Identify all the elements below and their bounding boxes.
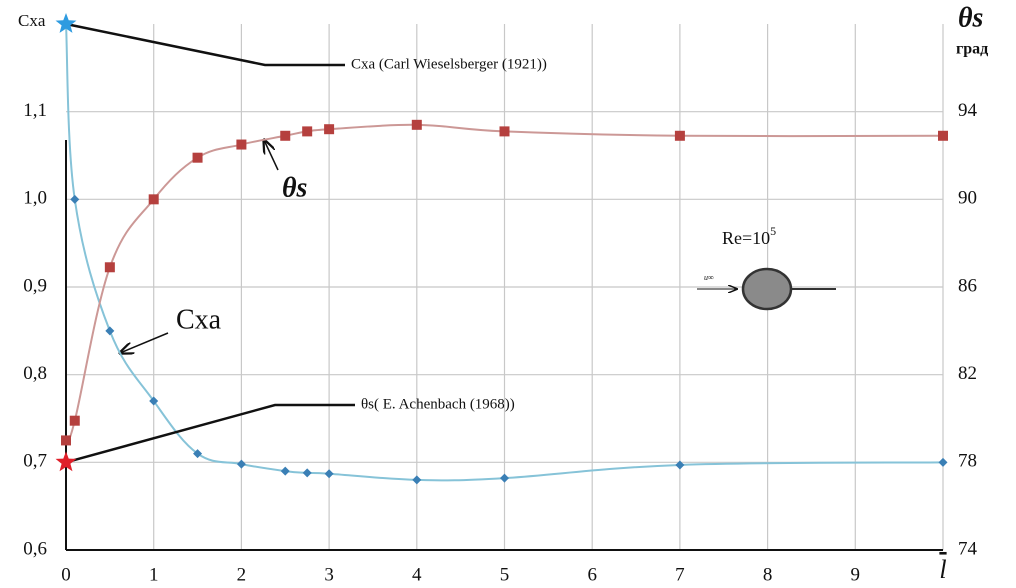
- point: [149, 396, 159, 406]
- leader-line: [65, 403, 355, 464]
- y-axis-title: Cxa: [18, 11, 46, 30]
- point: [236, 459, 246, 469]
- point: [675, 460, 685, 470]
- x-tick-label: 7: [675, 564, 685, 585]
- grid: [66, 24, 944, 550]
- point: [104, 262, 115, 273]
- point: [192, 152, 203, 163]
- point: [938, 130, 948, 141]
- x-tick-label: 2: [237, 564, 247, 585]
- annotation: θs( E. Achenbach (1968)): [361, 396, 515, 412]
- label-arrow: [120, 332, 169, 353]
- point: [236, 139, 247, 150]
- point: [411, 119, 422, 130]
- x-tick-label: 9: [851, 564, 861, 585]
- x-tick-label: 1: [149, 564, 159, 585]
- x-tick-label: 3: [324, 564, 334, 585]
- point: [674, 130, 685, 141]
- series-label: Cxa: [176, 304, 222, 335]
- point: [148, 194, 159, 205]
- point: [105, 326, 115, 336]
- x-tick-label: l: [939, 555, 946, 584]
- inset-label: Re=105: [722, 224, 776, 248]
- point: [70, 194, 80, 204]
- x-tick-label: 5: [500, 564, 510, 585]
- y2-tick-label: 90: [958, 188, 977, 209]
- y-tick-label: 0,6: [23, 538, 47, 559]
- point: [412, 475, 422, 485]
- y2-axis-unit: град: [956, 41, 988, 58]
- series-line: [65, 23, 944, 482]
- y2-tick-label: 86: [958, 275, 977, 296]
- inset-exponent: 5: [770, 224, 776, 238]
- point: [938, 457, 948, 467]
- y2-tick-label: 74: [958, 538, 978, 559]
- reference-point: [55, 451, 77, 472]
- y2-tick-label: 82: [958, 363, 977, 384]
- point: [302, 468, 312, 478]
- inset-label-text: Re=10: [722, 228, 770, 248]
- point: [193, 449, 203, 459]
- y2-axis-title: θs: [958, 2, 984, 33]
- point: [69, 415, 80, 426]
- point: [280, 130, 291, 141]
- y-tick-label: 0,7: [23, 451, 47, 472]
- label-arrow: [264, 140, 279, 171]
- point: [500, 473, 509, 483]
- y2-tick-label: 78: [958, 451, 977, 472]
- leader-line: [65, 22, 345, 67]
- x-tick-label: 0: [61, 564, 71, 585]
- point: [61, 435, 71, 446]
- x-tick-label: 6: [587, 564, 597, 585]
- plot: Cxa (Carl Wieselsberger (1921)) θs( E. Ac…: [55, 13, 948, 485]
- point: [499, 126, 510, 137]
- point: [302, 126, 313, 137]
- y-tick-label: 0,9: [23, 275, 47, 296]
- cylinder: [741, 267, 793, 311]
- point: [324, 469, 334, 479]
- y-tick-label: 0,8: [23, 363, 47, 384]
- flow-label: u∞: [704, 273, 714, 282]
- x-tick-label: 8: [763, 564, 773, 585]
- y-tick-label: 1,1: [23, 100, 47, 121]
- annotation: Cxa (Carl Wieselsberger (1921)): [351, 56, 547, 72]
- x-tick-label: 4: [412, 564, 422, 585]
- point: [324, 124, 335, 135]
- reference-point: [55, 13, 77, 33]
- series-label: θs: [282, 172, 308, 203]
- y-tick-label: 1,0: [23, 188, 47, 209]
- point: [280, 466, 290, 476]
- y2-tick-label: 94: [958, 100, 978, 121]
